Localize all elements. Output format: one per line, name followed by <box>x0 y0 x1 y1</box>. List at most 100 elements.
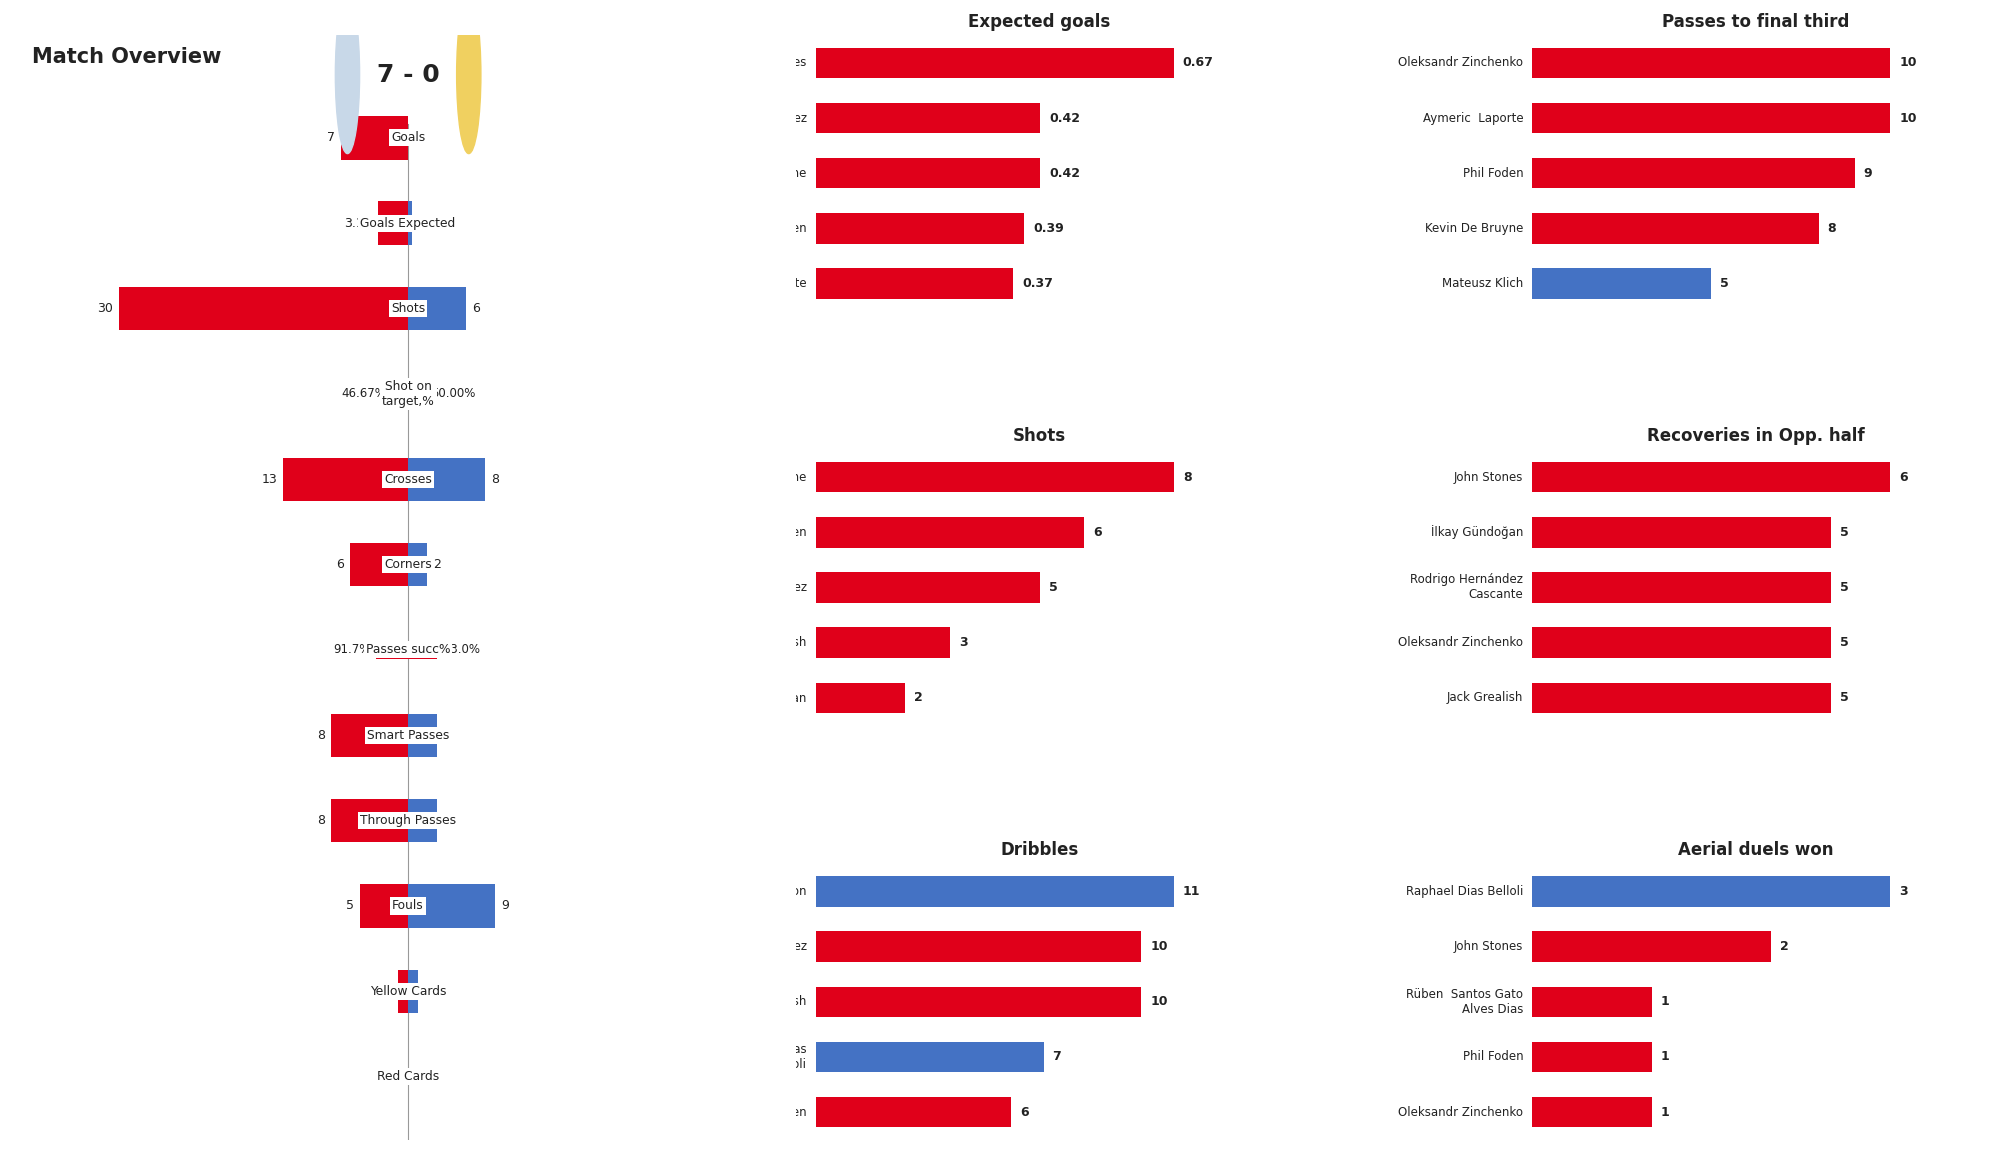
Text: 0.37: 0.37 <box>1022 277 1054 290</box>
Bar <box>816 1096 1012 1127</box>
Text: Riyad Mahrez: Riyad Mahrez <box>726 580 806 595</box>
Bar <box>816 517 1084 548</box>
Text: Phil Foden: Phil Foden <box>746 222 806 235</box>
Text: Yellow Cards: Yellow Cards <box>370 985 446 998</box>
Text: 1: 1 <box>1660 1106 1670 1119</box>
Bar <box>816 1042 1044 1072</box>
Text: 3.13: 3.13 <box>344 216 372 229</box>
Text: 2: 2 <box>434 558 442 571</box>
Text: Shot on
target,%: Shot on target,% <box>382 380 434 408</box>
Text: 91.7%: 91.7% <box>332 644 370 657</box>
Text: 0: 0 <box>414 132 422 145</box>
Text: MAN
CITY: MAN CITY <box>340 69 356 80</box>
Text: Kevin De Bruyne: Kevin De Bruyne <box>708 167 806 180</box>
Text: Shots: Shots <box>390 302 426 315</box>
Text: 0.67: 0.67 <box>1182 56 1214 69</box>
Bar <box>816 932 1142 961</box>
Text: 3: 3 <box>444 728 450 741</box>
Text: 0.42: 0.42 <box>1050 167 1080 180</box>
Text: Corners: Corners <box>384 558 432 571</box>
Text: 8: 8 <box>318 728 326 741</box>
Text: Phil Foden: Phil Foden <box>746 526 806 539</box>
Bar <box>408 642 436 658</box>
Text: 5: 5 <box>1840 526 1848 539</box>
Text: 7: 7 <box>1052 1050 1062 1063</box>
Text: 3: 3 <box>444 814 450 827</box>
Bar <box>1532 572 1830 603</box>
Bar <box>1532 627 1830 658</box>
Circle shape <box>456 0 480 154</box>
Title: Recoveries in Opp. half: Recoveries in Opp. half <box>1648 427 1864 445</box>
Text: 5: 5 <box>1720 277 1730 290</box>
Text: 3: 3 <box>1900 885 1908 898</box>
Text: Passes succ%: Passes succ% <box>366 644 450 657</box>
Text: Oleksandr Zinchenko: Oleksandr Zinchenko <box>1398 1106 1524 1119</box>
Text: 5: 5 <box>1048 580 1058 595</box>
Bar <box>392 385 408 403</box>
Text: 30: 30 <box>98 302 114 315</box>
Bar <box>1532 517 1830 548</box>
Text: Oleksandr Zinchenko: Oleksandr Zinchenko <box>1398 56 1524 69</box>
Text: Aymeric  Laporte: Aymeric Laporte <box>706 277 806 290</box>
Text: Jack Grealish: Jack Grealish <box>730 636 806 649</box>
Text: 5: 5 <box>1840 691 1848 704</box>
Text: 8: 8 <box>492 472 500 485</box>
Text: 0.42: 0.42 <box>1050 112 1080 125</box>
Text: 0.40: 0.40 <box>418 216 446 229</box>
Text: 7: 7 <box>326 132 334 145</box>
Text: İlkay Gündoğan: İlkay Gündoğan <box>1430 525 1524 539</box>
Text: Phil Foden: Phil Foden <box>746 1106 806 1119</box>
Text: 1: 1 <box>1660 1050 1670 1063</box>
Bar <box>376 642 408 658</box>
Bar <box>1532 159 1854 188</box>
Text: Aymeric  Laporte: Aymeric Laporte <box>1422 112 1524 125</box>
Bar <box>408 799 436 842</box>
Text: 13: 13 <box>262 472 276 485</box>
Bar <box>816 462 1174 492</box>
Text: Crosses: Crosses <box>384 472 432 485</box>
Text: Riyad Mahrez: Riyad Mahrez <box>726 940 806 953</box>
Title: Expected goals: Expected goals <box>968 13 1110 31</box>
Text: Kevin De Bruyne: Kevin De Bruyne <box>708 471 806 484</box>
Bar <box>332 799 408 842</box>
Text: Raphael Dias
Belloli: Raphael Dias Belloli <box>730 1043 806 1070</box>
Text: 2: 2 <box>914 691 922 704</box>
Text: 0: 0 <box>394 1070 402 1083</box>
Text: 10: 10 <box>1150 995 1168 1008</box>
Bar <box>816 268 1014 298</box>
Text: 10: 10 <box>1150 940 1168 953</box>
Title: Aerial duels won: Aerial duels won <box>1678 841 1834 859</box>
Text: 6: 6 <box>472 302 480 315</box>
Text: 9: 9 <box>500 899 508 913</box>
Bar <box>1532 683 1830 713</box>
Text: Smart Passes: Smart Passes <box>366 728 450 741</box>
Text: 5: 5 <box>1840 580 1848 595</box>
Bar <box>1532 48 1890 79</box>
Bar <box>360 885 408 927</box>
Text: 5: 5 <box>346 899 354 913</box>
Bar <box>816 877 1174 907</box>
Bar <box>1532 1042 1652 1072</box>
Text: Red Cards: Red Cards <box>376 1070 440 1083</box>
Bar <box>816 572 1040 603</box>
Text: 10: 10 <box>1900 112 1916 125</box>
Text: 1: 1 <box>384 985 392 998</box>
Title: Passes to final third: Passes to final third <box>1662 13 1850 31</box>
Text: 8: 8 <box>1828 222 1836 235</box>
Text: İlkay Gündoğan: İlkay Gündoğan <box>714 691 806 705</box>
Text: 7 - 0: 7 - 0 <box>376 62 440 87</box>
Text: 1: 1 <box>424 985 432 998</box>
Bar <box>408 457 486 501</box>
Text: 6: 6 <box>1094 526 1102 539</box>
Text: 0: 0 <box>414 1070 422 1083</box>
Text: Goals: Goals <box>390 132 426 145</box>
Text: John Stones: John Stones <box>1454 471 1524 484</box>
Bar <box>1532 214 1818 243</box>
Bar <box>816 627 950 658</box>
Text: 9: 9 <box>1864 167 1872 180</box>
Text: 83.0%: 83.0% <box>442 644 480 657</box>
Text: Riyad Mahrez: Riyad Mahrez <box>726 112 806 125</box>
Text: LEEDS: LEEDS <box>460 72 478 78</box>
Text: Through Passes: Through Passes <box>360 814 456 827</box>
Bar <box>816 214 1024 243</box>
